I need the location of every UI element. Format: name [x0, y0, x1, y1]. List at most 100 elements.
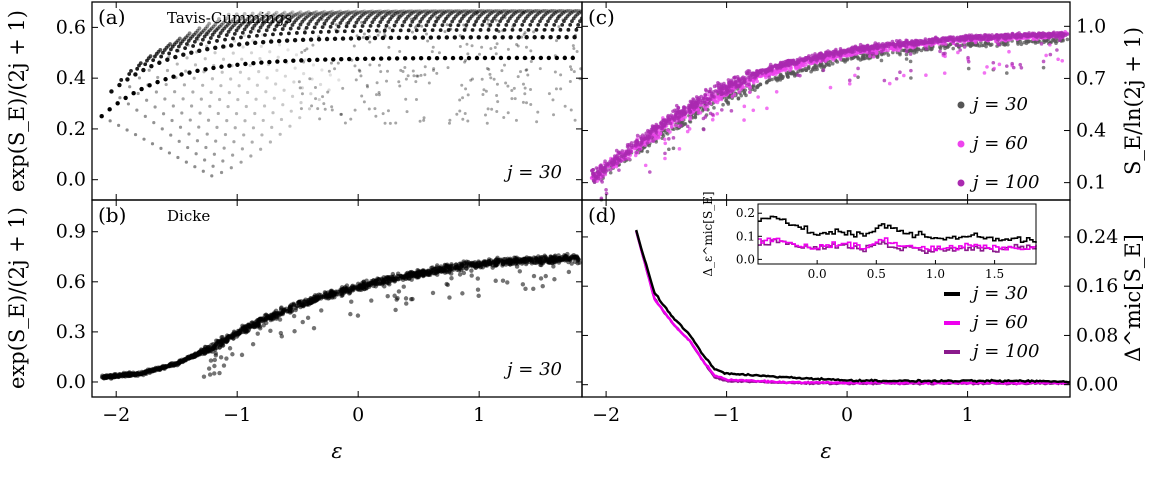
data-point [505, 280, 510, 285]
data-point [384, 23, 389, 28]
data-point [343, 10, 347, 15]
data-point [525, 101, 529, 105]
data-point [221, 20, 226, 25]
data-point [294, 53, 299, 57]
data-point [320, 18, 324, 22]
data-point [386, 56, 392, 61]
data-point [285, 61, 289, 65]
data-point [604, 188, 608, 192]
data-point [350, 58, 354, 62]
data-point [155, 79, 160, 85]
data-point [376, 9, 381, 14]
data-point [437, 9, 441, 14]
data-point [315, 12, 320, 17]
data-point [458, 55, 464, 61]
data-point [487, 67, 491, 71]
data-point [318, 30, 323, 34]
data-point [1060, 58, 1065, 63]
data-point [347, 56, 352, 62]
data-point [198, 111, 202, 115]
data-point [466, 52, 470, 56]
data-point [221, 159, 225, 163]
data-point [340, 292, 345, 298]
data-point [433, 20, 437, 24]
data-point [594, 166, 599, 170]
data-point [701, 127, 706, 132]
data-point [352, 24, 357, 29]
data-point [1011, 65, 1016, 70]
data-point [542, 27, 547, 32]
data-point [419, 73, 423, 77]
data-point [553, 54, 557, 58]
data-point [318, 82, 323, 87]
data-point [330, 105, 334, 109]
data-point [230, 352, 235, 357]
data-point [197, 125, 201, 129]
data-point [108, 119, 112, 123]
data-point [577, 11, 582, 15]
data-point [924, 46, 929, 51]
data-point [486, 107, 490, 111]
data-point [119, 78, 124, 82]
data-point [353, 108, 357, 112]
data-point [233, 126, 237, 130]
data-point [267, 59, 272, 65]
data-point [446, 9, 451, 14]
data-point [475, 12, 479, 16]
data-point [226, 12, 231, 17]
data-point [164, 82, 168, 87]
data-point [240, 147, 244, 151]
data-point [208, 358, 214, 363]
data-point [502, 115, 506, 119]
data-point [274, 24, 279, 29]
data-point [908, 59, 913, 64]
data-point [770, 77, 774, 82]
data-point [290, 23, 295, 27]
data-point [303, 28, 307, 32]
data-point [279, 117, 284, 122]
data-point [542, 255, 547, 260]
data-point [313, 14, 318, 18]
data-point [244, 41, 250, 46]
data-point [462, 23, 466, 27]
data-point [448, 23, 453, 28]
data-point [422, 9, 427, 14]
data-point [192, 39, 197, 44]
data-point [556, 9, 561, 13]
data-point [401, 69, 405, 73]
data-point [828, 85, 833, 90]
data-point [982, 71, 987, 75]
data-point [230, 332, 235, 337]
data-point [461, 270, 467, 276]
data-point [578, 19, 582, 24]
data-point [716, 98, 721, 103]
data-point [909, 76, 913, 80]
data-point [229, 43, 234, 48]
data-point [176, 155, 180, 160]
data-point [500, 35, 505, 40]
data-point [253, 111, 257, 116]
data-point [547, 92, 551, 96]
data-point [571, 44, 575, 48]
data-point [355, 56, 360, 62]
data-point [499, 258, 505, 264]
data-point [148, 54, 153, 59]
data-point [328, 73, 332, 77]
data-point [299, 58, 304, 63]
data-point [482, 9, 487, 13]
data-point [245, 17, 250, 22]
data-point [358, 10, 363, 14]
data-point [225, 119, 229, 123]
data-point [362, 32, 366, 36]
data-point [318, 117, 322, 121]
x-tick-label: −1 [223, 404, 251, 426]
data-point [573, 33, 577, 37]
data-point [288, 124, 292, 128]
data-point [943, 46, 947, 51]
data-point [495, 109, 499, 113]
data-point [1056, 57, 1060, 62]
data-point [480, 9, 485, 13]
data-point [268, 140, 273, 144]
data-point [204, 44, 209, 48]
data-point [308, 37, 314, 42]
